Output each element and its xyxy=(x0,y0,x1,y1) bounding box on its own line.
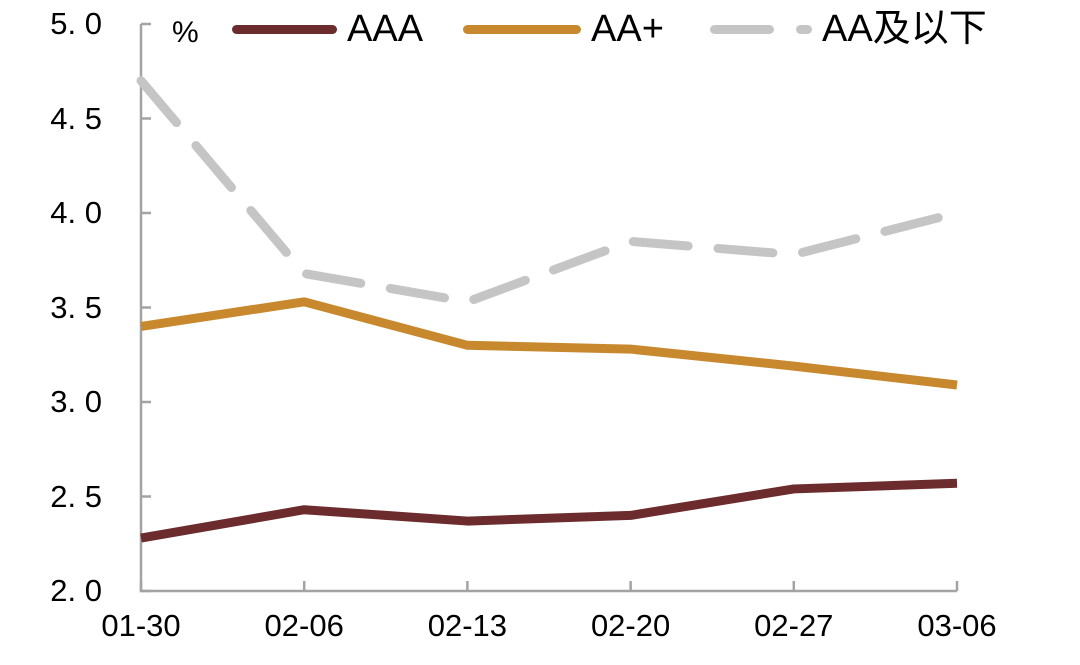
x-tick-label: 03-06 xyxy=(917,608,997,643)
legend-item-aa-plus: AA+ xyxy=(463,8,664,50)
x-tick-label: 02-06 xyxy=(264,608,344,643)
y-tick-label: 5. 0 xyxy=(50,6,102,41)
y-tick-label: 2. 5 xyxy=(50,478,102,514)
y-tick-label: 4. 0 xyxy=(50,195,102,230)
y-axis-unit-label: % xyxy=(172,16,199,49)
y-tick-label: 4. 5 xyxy=(50,100,102,136)
series-line-1 xyxy=(140,297,958,390)
x-tick-label: 02-13 xyxy=(427,608,508,643)
x-tick-label: 02-20 xyxy=(590,608,671,643)
legend-dash-sample-short xyxy=(796,24,812,34)
legend-item-aaa: AAA xyxy=(232,8,423,50)
legend-line-sample-aa-plus xyxy=(463,24,581,34)
y-tick-label: 2. 0 xyxy=(50,573,102,608)
y-tick-label: 3. 0 xyxy=(50,384,102,419)
legend-label-aa-and-below: AA及以下 xyxy=(822,8,987,50)
legend-label-aa-plus: AA+ xyxy=(591,8,664,50)
x-tick-label: 01-30 xyxy=(101,608,181,643)
legend-item-aa-and-below: AA及以下 xyxy=(710,8,987,50)
x-tick-label: 02-27 xyxy=(754,608,834,643)
series-line-0 xyxy=(140,478,958,543)
legend-label-aaa: AAA xyxy=(347,8,424,50)
y-tick-label: 3. 5 xyxy=(50,289,102,325)
legend-dash-sample-long xyxy=(710,24,774,34)
series-line-2 xyxy=(136,76,962,307)
legend-line-sample-aaa xyxy=(232,24,337,34)
